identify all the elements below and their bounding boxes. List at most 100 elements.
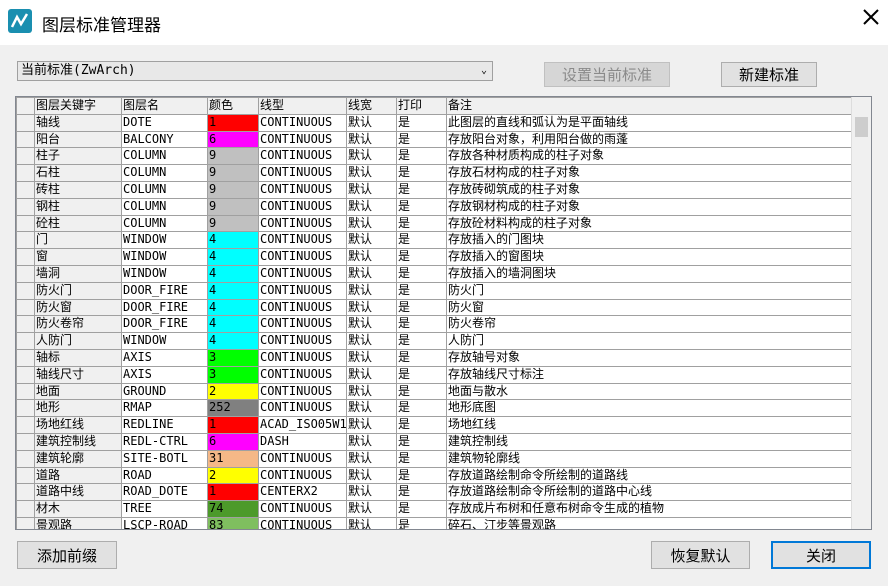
table-row[interactable]: 材木 TREE 74 CONTINUOUS 默认是存放成片布树和任意布树命令生成的植物 bbox=[16, 500, 854, 518]
table-row[interactable]: 人防门 WINDOW 4 CONTINUOUS 默认是人防门 bbox=[16, 332, 854, 350]
table-cell: 道路中线 bbox=[34, 483, 122, 502]
table-row[interactable]: 柱子 COLUMN 9 CONTINUOUS 默认是存放各种材质构成的柱子对象 bbox=[16, 147, 854, 166]
table-cell: 存放石材构成的柱子对象 bbox=[446, 164, 854, 182]
table-cell: 默认 bbox=[346, 231, 397, 250]
column-header: 线宽 bbox=[346, 97, 397, 115]
color-swatch: 9 bbox=[207, 164, 259, 182]
table-cell: 存放道路绘制命令所绘制的道路中心线 bbox=[446, 483, 854, 502]
table-cell: 默认 bbox=[346, 264, 397, 283]
table-row[interactable]: 窗 WINDOW 4 CONTINUOUS 默认是存放插入的窗图块 bbox=[16, 248, 854, 266]
standard-dropdown[interactable]: 当前标准(ZwArch) ⌄ bbox=[17, 61, 493, 81]
table-row[interactable]: 钢柱 COLUMN 9 CONTINUOUS 默认是存放钢材构成的柱子对象 bbox=[16, 197, 854, 216]
color-swatch: 4 bbox=[207, 332, 259, 350]
table-cell: 存放砖砌筑成的柱子对象 bbox=[446, 180, 854, 199]
scrollbar[interactable] bbox=[851, 97, 871, 529]
color-swatch: 252 bbox=[207, 399, 259, 418]
table-cell: 默认 bbox=[346, 147, 397, 166]
table-row[interactable]: 砼柱 COLUMN 9 CONTINUOUS 默认是存放砼材料构成的柱子对象 bbox=[16, 214, 854, 233]
table-cell: 存放插入的窗图块 bbox=[446, 248, 854, 266]
new-standard-button[interactable]: 新建标准 bbox=[721, 62, 817, 87]
row-header bbox=[16, 281, 35, 300]
table-cell: CONTINUOUS bbox=[258, 332, 347, 350]
table-row[interactable]: 墙洞 WINDOW 4 CONTINUOUS 默认是存放插入的墙洞图块 bbox=[16, 264, 854, 283]
color-swatch: 1 bbox=[207, 113, 259, 132]
table-row[interactable]: 道路中线 ROAD_DOTE 1 CENTERX2 默认是存放道路绘制命令所绘制的道路中… bbox=[16, 483, 854, 502]
table-cell: 默认 bbox=[346, 483, 397, 502]
table-row[interactable]: 建筑轮廓 SITE-BOTL 31 CONTINUOUS 默认是建筑物轮廓线 bbox=[16, 449, 854, 468]
row-header bbox=[16, 516, 35, 529]
table-cell: 是 bbox=[396, 449, 447, 468]
table-row[interactable]: 门 WINDOW 4 CONTINUOUS 默认是存放插入的门图块 bbox=[16, 231, 854, 250]
table-cell: 默认 bbox=[346, 248, 397, 266]
table-cell: CONTINUOUS bbox=[258, 399, 347, 418]
table-cell: CONTINUOUS bbox=[258, 130, 347, 149]
table-cell: REDL-CTRL bbox=[121, 432, 208, 451]
close-button[interactable]: 关闭 bbox=[771, 541, 871, 569]
table-cell: 是 bbox=[396, 516, 447, 529]
row-header bbox=[16, 180, 35, 199]
color-swatch: 2 bbox=[207, 466, 259, 485]
color-swatch: 4 bbox=[207, 231, 259, 250]
table-cell: 是 bbox=[396, 214, 447, 233]
table-row[interactable]: 景观路 LSCP-ROAD 83 CONTINUOUS 默认是碎石、汀步等景观路 bbox=[16, 516, 854, 529]
table-cell: 墙洞 bbox=[34, 264, 122, 283]
table-cell: ACAD_ISO05W100 bbox=[258, 416, 347, 434]
scroll-thumb[interactable] bbox=[855, 117, 868, 137]
table-row[interactable]: 地形 RMAP 252 CONTINUOUS 默认是地形底图 bbox=[16, 399, 854, 418]
table-row[interactable]: 轴标 AXIS 3 CONTINUOUS 默认是存放轴号对象 bbox=[16, 348, 854, 367]
table-cell: 是 bbox=[396, 382, 447, 401]
table-cell: AXIS bbox=[121, 348, 208, 367]
table-cell: 是 bbox=[396, 466, 447, 485]
table-cell: COLUMN bbox=[121, 164, 208, 182]
table-cell: 砼柱 bbox=[34, 214, 122, 233]
color-swatch: 4 bbox=[207, 281, 259, 300]
column-header: 图层关键字 bbox=[34, 97, 122, 115]
table-cell: ROAD bbox=[121, 466, 208, 485]
table-row[interactable]: 轴线尺寸 AXIS 3 CONTINUOUS 默认是存放轴线尺寸标注 bbox=[16, 365, 854, 384]
color-swatch: 31 bbox=[207, 449, 259, 468]
table-cell: 门 bbox=[34, 231, 122, 250]
table-cell: CONTINUOUS bbox=[258, 315, 347, 334]
table-cell: 道路 bbox=[34, 466, 122, 485]
row-header bbox=[16, 332, 35, 350]
table-cell: 是 bbox=[396, 164, 447, 182]
table-row[interactable]: 阳台 BALCONY 6 CONTINUOUS 默认是存放阳台对象，利用阳台做的雨蓬 bbox=[16, 130, 854, 149]
table-cell: DOTE bbox=[121, 113, 208, 132]
table-cell: 地面与散水 bbox=[446, 382, 854, 401]
table-row[interactable]: 防火门 DOOR_FIRE 4 CONTINUOUS 默认是防火门 bbox=[16, 281, 854, 300]
restore-button[interactable]: 恢复默认 bbox=[651, 541, 750, 569]
table-cell: 存放插入的墙洞图块 bbox=[446, 264, 854, 283]
table-cell: 轴线尺寸 bbox=[34, 365, 122, 384]
color-swatch: 4 bbox=[207, 298, 259, 317]
table-cell: 默认 bbox=[346, 382, 397, 401]
table-cell: CONTINUOUS bbox=[258, 348, 347, 367]
table-cell: 防火窗 bbox=[446, 298, 854, 317]
table-row[interactable]: 防火卷帘 DOOR_FIRE 4 CONTINUOUS 默认是防火卷帘 bbox=[16, 315, 854, 334]
close-icon[interactable] bbox=[862, 8, 880, 26]
table-cell: 是 bbox=[396, 315, 447, 334]
table-cell: 场地红线 bbox=[446, 416, 854, 434]
table-cell: 存放成片布树和任意布树命令生成的植物 bbox=[446, 500, 854, 518]
table-row[interactable]: 砖柱 COLUMN 9 CONTINUOUS 默认是存放砖砌筑成的柱子对象 bbox=[16, 180, 854, 199]
table-cell: 人防门 bbox=[34, 332, 122, 350]
table-cell: 默认 bbox=[346, 281, 397, 300]
add-prefix-button[interactable]: 添加前缀 bbox=[17, 541, 117, 569]
table-row[interactable]: 建筑控制线 REDL-CTRL 6 DASH 默认是建筑控制线 bbox=[16, 432, 854, 451]
table-cell: 存放道路绘制命令所绘制的道路线 bbox=[446, 466, 854, 485]
table-cell: CONTINUOUS bbox=[258, 113, 347, 132]
table-row[interactable]: 石柱 COLUMN 9 CONTINUOUS 默认是存放石材构成的柱子对象 bbox=[16, 164, 854, 182]
color-swatch: 4 bbox=[207, 315, 259, 334]
table-cell: 是 bbox=[396, 399, 447, 418]
table-row[interactable]: 轴线 DOTE 1 CONTINUOUS 默认是此图层的直线和弧认为是平面轴线 bbox=[16, 113, 854, 132]
table-row[interactable]: 道路 ROAD 2 CONTINUOUS 默认是存放道路绘制命令所绘制的道路线 bbox=[16, 466, 854, 485]
table-cell: 默认 bbox=[346, 130, 397, 149]
row-header bbox=[16, 432, 35, 451]
table-row[interactable]: 地面 GROUND 2 CONTINUOUS 默认是地面与散水 bbox=[16, 382, 854, 401]
table-cell: 是 bbox=[396, 348, 447, 367]
table-cell: WINDOW bbox=[121, 332, 208, 350]
table-cell: 建筑控制线 bbox=[34, 432, 122, 451]
set-current-button[interactable]: 设置当前标准 bbox=[544, 62, 670, 87]
table-row[interactable]: 防火窗 DOOR_FIRE 4 CONTINUOUS 默认是防火窗 bbox=[16, 298, 854, 317]
table-cell: 默认 bbox=[346, 516, 397, 529]
